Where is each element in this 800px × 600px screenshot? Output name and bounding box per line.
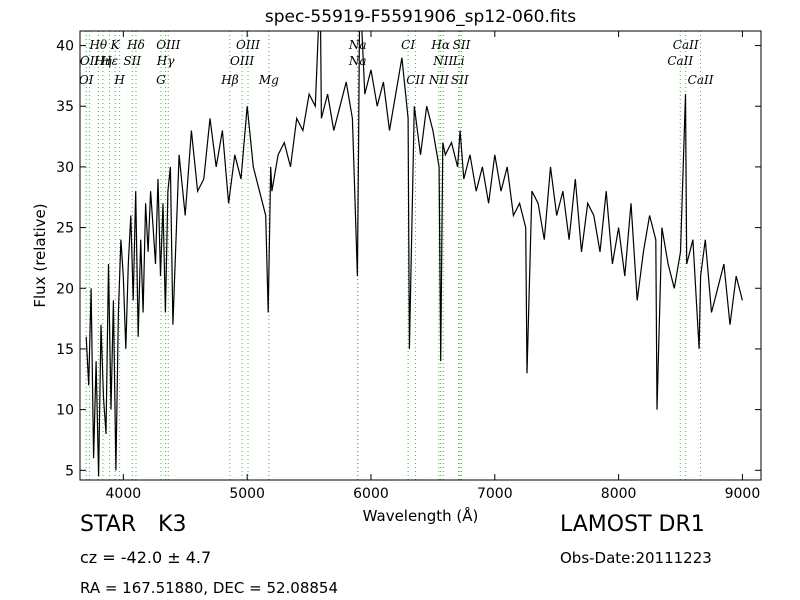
spectrum-line [85, 31, 743, 477]
line-label-lower: OII [80, 54, 100, 68]
x-tick-label: 4000 [106, 486, 142, 502]
y-tick-label: 35 [56, 99, 74, 115]
line-label-third: CII [406, 73, 425, 87]
line-label-third: SII [451, 73, 469, 87]
line-label-lower: Hη [93, 54, 112, 68]
line-label-lower: Hγ [156, 54, 175, 68]
x-tick-label: 9000 [725, 486, 761, 502]
line-label-lower: SII [123, 54, 141, 68]
line-label-upper: Hδ [126, 38, 145, 52]
line-label-upper: CaII [673, 38, 699, 52]
observation-date: Obs-Date:20111223 [560, 549, 712, 567]
line-label-upper: OIII [236, 38, 260, 52]
y-tick-label: 30 [56, 160, 74, 176]
y-tick-label: 20 [56, 281, 74, 297]
line-label-third: CaII [688, 73, 714, 87]
line-label-third: Mg [258, 73, 279, 87]
x-tick-label: 6000 [353, 486, 389, 502]
survey-name: LAMOST DR1 [560, 512, 705, 537]
line-label-upper: OIII [156, 38, 180, 52]
y-tick-label: 40 [56, 39, 74, 55]
x-tick-label: 5000 [229, 486, 265, 502]
subclass-label: K3 [158, 512, 187, 537]
line-label-lower: NII [432, 54, 453, 68]
line-label-upper: Na [348, 38, 367, 52]
line-label-third: G [156, 73, 166, 87]
object-class-label: STAR [80, 512, 137, 537]
line-label-upper: Hθ [88, 38, 107, 52]
x-tick-label: 8000 [601, 486, 637, 502]
y-tick-label: 10 [56, 403, 74, 419]
y-tick-label: 25 [56, 221, 74, 237]
line-label-lower: Na [348, 54, 367, 68]
x-tick-label: 7000 [477, 486, 513, 502]
redshift-readout: cz = -42.0 ± 4.7 [80, 548, 212, 567]
coordinates-readout: RA = 167.51880, DEC = 52.08854 [80, 579, 339, 597]
line-label-upper: SII [453, 38, 471, 52]
line-label-upper: K [110, 38, 121, 52]
line-label-lower: Hε [100, 54, 118, 68]
line-label-lower: CaII [667, 54, 693, 68]
line-label-lower: Li [452, 54, 465, 68]
line-label-upper: Hα [430, 38, 450, 52]
x-axis-label: Wavelength (Å) [363, 506, 479, 525]
y-tick-label: 15 [56, 342, 74, 358]
line-label-upper: CI [401, 38, 415, 52]
y-axis-label: Flux (relative) [31, 203, 49, 307]
y-tick-label: 5 [65, 463, 74, 479]
object-class: STAR K3 [80, 512, 186, 537]
plot-frame [79, 30, 762, 481]
line-label-third: NII [428, 73, 449, 87]
line-label-lower: OIII [230, 54, 254, 68]
line-label-third: OI [79, 73, 94, 87]
line-label-third: Hβ [220, 73, 238, 87]
chart-title: spec-55919-F5591906_sp12-060.fits [265, 7, 576, 27]
line-label-third: H [113, 73, 125, 87]
